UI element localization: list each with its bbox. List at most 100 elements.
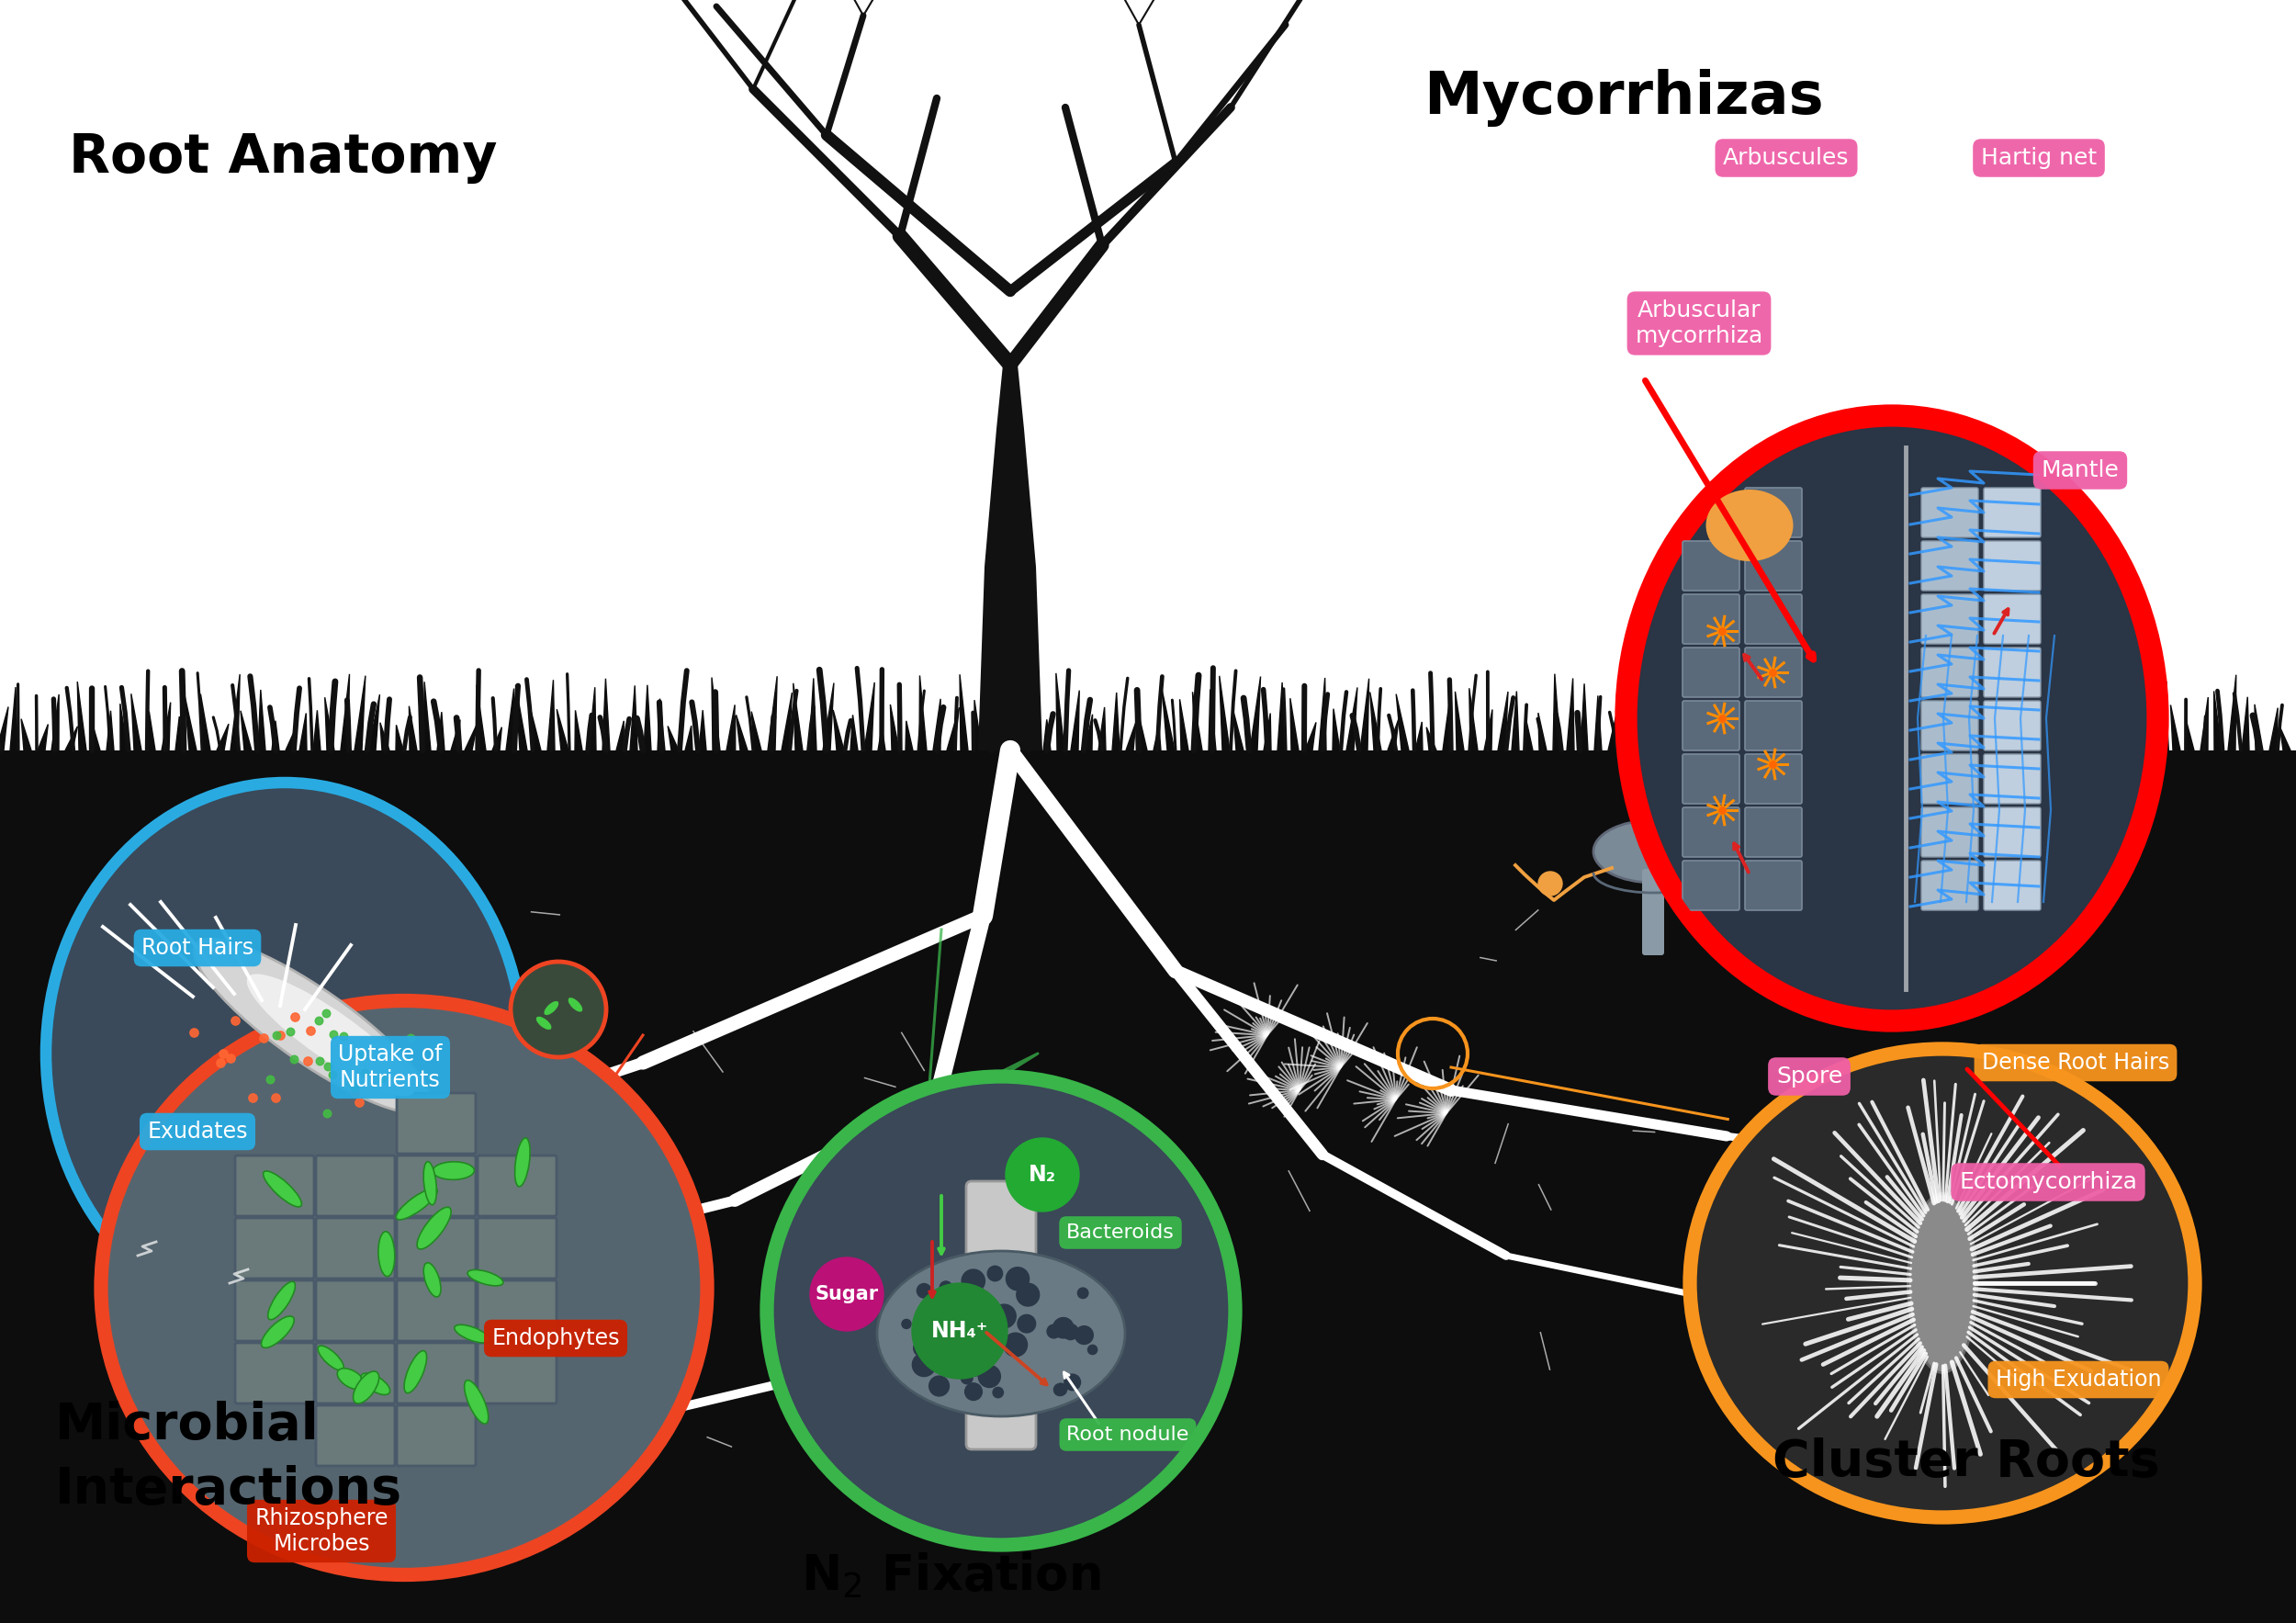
Polygon shape: [1137, 709, 1148, 750]
Polygon shape: [1786, 693, 1800, 750]
Text: N$_2$ Fixation: N$_2$ Fixation: [801, 1550, 1100, 1600]
Polygon shape: [2280, 727, 2291, 750]
Polygon shape: [574, 711, 583, 750]
Ellipse shape: [1706, 490, 1793, 562]
Point: [214, 1045, 250, 1071]
FancyBboxPatch shape: [1745, 540, 1802, 591]
Text: Mantle: Mantle: [2041, 459, 2119, 482]
Text: Spore: Spore: [1777, 1065, 1841, 1087]
Polygon shape: [1662, 677, 1671, 750]
FancyBboxPatch shape: [1683, 648, 1740, 698]
Polygon shape: [1552, 674, 1561, 750]
Circle shape: [912, 1284, 1008, 1378]
Polygon shape: [200, 695, 211, 750]
Text: Sugar: Sugar: [815, 1285, 879, 1303]
Ellipse shape: [422, 1263, 441, 1297]
Circle shape: [1054, 1383, 1068, 1396]
Polygon shape: [147, 711, 156, 750]
Ellipse shape: [397, 1188, 439, 1220]
Polygon shape: [905, 721, 914, 750]
Polygon shape: [298, 712, 308, 750]
Polygon shape: [1442, 698, 1451, 750]
Point: [257, 1084, 294, 1110]
Polygon shape: [737, 714, 748, 750]
Polygon shape: [184, 695, 197, 750]
Ellipse shape: [544, 1001, 558, 1014]
Ellipse shape: [877, 1251, 1125, 1417]
FancyBboxPatch shape: [1984, 489, 2041, 537]
FancyBboxPatch shape: [1745, 489, 1802, 537]
Bar: [0, 750, 2296, 1623]
Polygon shape: [1015, 724, 1024, 750]
Text: N₂: N₂: [1029, 1164, 1056, 1186]
Text: High Exudation: High Exudation: [1995, 1368, 2161, 1391]
Polygon shape: [395, 725, 404, 750]
Circle shape: [902, 1319, 912, 1329]
FancyBboxPatch shape: [317, 1406, 395, 1466]
Text: Arbuscular
mycorrhiza: Arbuscular mycorrhiza: [1635, 300, 1763, 347]
Polygon shape: [960, 675, 969, 750]
Ellipse shape: [404, 1350, 427, 1393]
Circle shape: [1003, 1332, 1026, 1357]
Polygon shape: [64, 727, 78, 750]
Circle shape: [1054, 1318, 1075, 1337]
Polygon shape: [1483, 709, 1492, 750]
Polygon shape: [1800, 719, 1809, 750]
Ellipse shape: [338, 1368, 365, 1389]
Ellipse shape: [193, 940, 432, 1113]
Ellipse shape: [1690, 1048, 2195, 1518]
Ellipse shape: [262, 1316, 294, 1347]
Circle shape: [1006, 1268, 1029, 1290]
Polygon shape: [381, 722, 390, 750]
Polygon shape: [174, 716, 184, 750]
Text: Microbial: Microbial: [55, 1401, 319, 1451]
Ellipse shape: [455, 1324, 489, 1342]
FancyBboxPatch shape: [397, 1092, 475, 1154]
Circle shape: [948, 1354, 962, 1367]
Polygon shape: [1249, 677, 1261, 750]
Polygon shape: [2062, 724, 2071, 750]
FancyBboxPatch shape: [317, 1281, 395, 1341]
Text: Interactions: Interactions: [55, 1466, 402, 1514]
FancyBboxPatch shape: [397, 1342, 475, 1404]
Polygon shape: [2103, 700, 2112, 750]
Polygon shape: [1731, 680, 1740, 750]
FancyBboxPatch shape: [478, 1217, 556, 1279]
Polygon shape: [464, 724, 478, 750]
Circle shape: [978, 1365, 1001, 1388]
Circle shape: [1088, 1345, 1097, 1355]
Ellipse shape: [567, 998, 583, 1011]
Point: [301, 1008, 338, 1034]
Polygon shape: [588, 687, 597, 750]
Polygon shape: [1896, 683, 1906, 750]
Polygon shape: [1277, 682, 1286, 750]
Point: [335, 1074, 372, 1100]
Ellipse shape: [246, 974, 416, 1096]
Point: [326, 1024, 363, 1050]
Polygon shape: [1525, 722, 1534, 750]
Polygon shape: [558, 709, 569, 750]
Point: [276, 1003, 312, 1029]
Polygon shape: [1345, 688, 1357, 750]
Ellipse shape: [264, 1172, 301, 1208]
FancyBboxPatch shape: [234, 1156, 315, 1216]
Polygon shape: [1208, 690, 1217, 750]
Polygon shape: [409, 706, 418, 750]
Polygon shape: [1318, 678, 1327, 750]
Point: [333, 1070, 370, 1096]
Polygon shape: [1387, 719, 1398, 750]
Polygon shape: [2076, 698, 2085, 750]
Text: Mycorrhizas: Mycorrhizas: [1424, 70, 1823, 127]
Circle shape: [951, 1337, 962, 1352]
Polygon shape: [2034, 685, 2043, 750]
Polygon shape: [1084, 714, 1093, 750]
Circle shape: [1538, 872, 1561, 896]
Polygon shape: [1001, 695, 1010, 750]
Polygon shape: [877, 727, 886, 750]
Circle shape: [1017, 1284, 1040, 1307]
Polygon shape: [932, 700, 941, 750]
FancyBboxPatch shape: [1984, 860, 2041, 911]
FancyBboxPatch shape: [1922, 807, 1979, 857]
Polygon shape: [1396, 695, 1410, 750]
Polygon shape: [629, 685, 638, 750]
